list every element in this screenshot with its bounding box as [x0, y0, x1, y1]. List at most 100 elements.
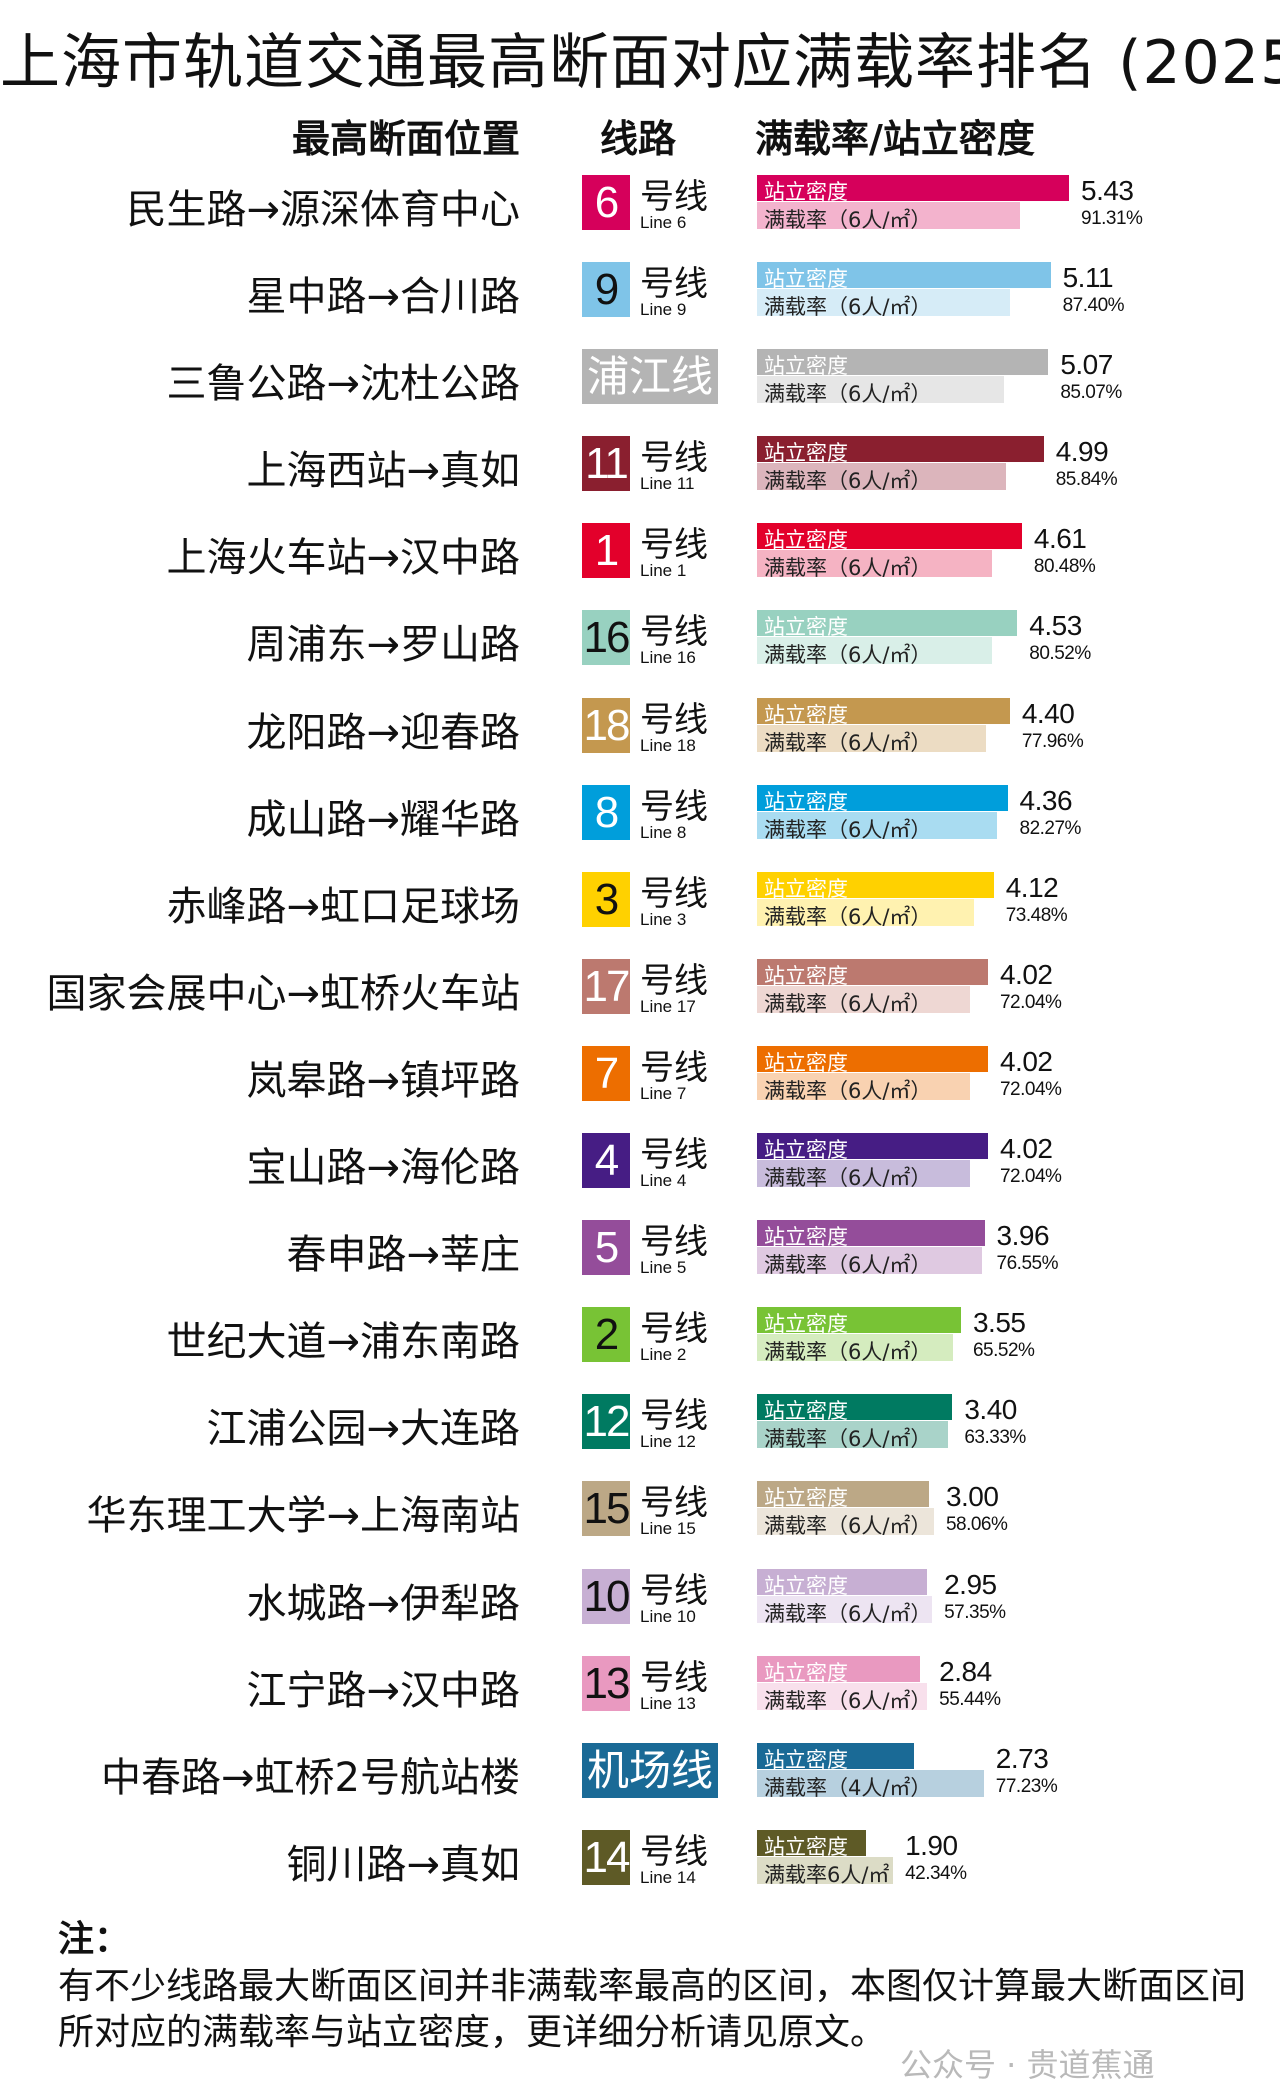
density-value: 3.40: [964, 1394, 1017, 1426]
chart-row: 上海西站→真如 11 号线 Line 11 站立密度 满载率（6人/㎡） 4.99 85.84…: [0, 426, 1280, 513]
chart-row: 成山路→耀华路 8 号线 Line 8 站立密度 满载率（6人/㎡） 4.36 82.27%: [0, 775, 1280, 862]
load-factor-bar: [757, 202, 1021, 229]
load-factor-bar-label: 满载率（6人/㎡）: [764, 1688, 932, 1713]
section-label: 星中路→合川路: [246, 274, 520, 321]
line-name-zh: 号线: [640, 1570, 708, 1611]
section-label: 江宁路→汉中路: [246, 1667, 520, 1714]
load-factor-bar: [757, 550, 993, 578]
load-factor-bar: [757, 1421, 948, 1449]
line-name-en: Line 10: [640, 1606, 696, 1626]
density-bar-label: 站立密度: [764, 963, 848, 988]
density-value: 4.02: [999, 1133, 1053, 1165]
density-value: 2.73: [995, 1742, 1049, 1774]
line-badge: 1: [582, 523, 630, 579]
line-name-en: Line 18: [640, 735, 696, 755]
density-bar: [757, 610, 1018, 637]
line-badge: 16: [582, 610, 630, 666]
density-bar: [757, 523, 1022, 550]
load-factor-bar: [757, 637, 993, 665]
density-value: 4.02: [999, 958, 1053, 990]
section-label: 民生路→源深体育中心: [126, 187, 520, 233]
load-factor-bar-label: 满载率（6人/㎡）: [764, 904, 932, 929]
density-value: 4.53: [1029, 610, 1082, 642]
density-bar-label: 站立密度: [764, 528, 848, 553]
load-factor-bar-label: 满载率6人/㎡: [764, 1862, 890, 1887]
line-badge: 10: [582, 1568, 630, 1624]
load-factor-value: 85.84%: [1055, 469, 1118, 491]
section-label: 世纪大道→浦东南路: [166, 1319, 520, 1366]
load-factor-value: 72.04%: [999, 991, 1062, 1013]
chart-row: 三鲁公路→沈杜公路 浦江线 站立密度 满载率（6人/㎡） 5.07 85.07%: [0, 339, 1280, 426]
load-factor-bar: [757, 1508, 934, 1536]
density-value: 4.12: [1005, 871, 1059, 903]
section-label: 龙阳路→迎春路: [246, 709, 520, 756]
load-factor-bar-label: 满载率（6人/㎡）: [764, 1427, 932, 1452]
line-badge: 3: [582, 871, 630, 927]
chart-row: 宝山路→海伦路 4 号线 Line 4 站立密度 满载率（6人/㎡） 4.02 72.04%: [0, 1123, 1280, 1210]
density-value: 5.43: [1081, 175, 1134, 206]
density-bar-label: 站立密度: [764, 876, 848, 901]
section-label: 岚皋路→镇坪路: [246, 1057, 520, 1104]
density-bar-label: 站立密度: [764, 1225, 848, 1250]
density-bar-label: 站立密度: [764, 1747, 848, 1772]
section-label: 铜川路→真如: [286, 1841, 520, 1888]
load-factor-value: 85.07%: [1060, 382, 1122, 404]
load-factor-bar-label: 满载率（6人/㎡）: [764, 1253, 932, 1278]
density-bar: [757, 349, 1049, 376]
load-factor-value: 42.34%: [905, 1862, 967, 1884]
line-badge: 11: [582, 436, 630, 492]
line-badge: 4: [582, 1133, 630, 1189]
density-value: 2.95: [944, 1568, 997, 1600]
density-bar: [757, 871, 994, 898]
chart-row: 岚皋路→镇坪路 7 号线 Line 7 站立密度 满载率（6人/㎡） 4.02 72.04%: [0, 1036, 1280, 1123]
line-badge: 18: [582, 697, 630, 753]
load-factor-bar: [757, 898, 975, 926]
column-header-section: 最高断面位置: [291, 117, 520, 161]
load-factor-bar: [757, 1682, 928, 1710]
load-factor-bar-label: 满载率（6人/㎡）: [764, 382, 932, 407]
line-name-zh: 号线: [640, 438, 708, 479]
line-name-en: Line 11: [640, 474, 695, 494]
chart-row: 赤峰路→虹口足球场 3 号线 Line 3 站立密度 满载率（6人/㎡） 4.12 73.48…: [0, 862, 1280, 949]
line-name-zh: 号线: [640, 612, 708, 653]
chart-row: 华东理工大学→上海南站 15 号线 Line 15 站立密度 满载率（6人/㎡） 3.00 5…: [0, 1471, 1280, 1558]
line-name-zh: 号线: [640, 699, 708, 740]
density-bar-label: 站立密度: [764, 1138, 848, 1163]
section-label: 春申路→莘庄: [286, 1232, 520, 1279]
line-badge: 2: [582, 1307, 630, 1363]
load-factor-bar-label: 满载率（6人/㎡）: [764, 817, 932, 842]
density-bar: [757, 1829, 867, 1856]
page-title: 上海市轨道交通最高断面对应满载率排名 (2025): [0, 28, 1280, 98]
load-factor-bar-label: 满载率（6人/㎡）: [764, 991, 932, 1016]
density-value: 5.07: [1060, 349, 1113, 381]
density-bar-label: 站立密度: [764, 267, 848, 292]
line-badge: 13: [582, 1655, 630, 1711]
load-factor-bar: [757, 811, 997, 839]
chart-row: 周浦东→罗山路 16 号线 Line 16 站立密度 满载率（6人/㎡） 4.53 80.52…: [0, 600, 1280, 687]
load-factor-value: 77.23%: [995, 1775, 1058, 1797]
load-factor-bar-label: 满载率（6人/㎡）: [764, 208, 932, 232]
load-factor-bar-label: 满载率（4人/㎡）: [764, 1775, 932, 1800]
line-badge: 8: [582, 784, 630, 840]
line-name-en: Line 5: [640, 1258, 687, 1278]
load-factor-bar-label: 满载率（6人/㎡）: [764, 469, 932, 494]
load-factor-bar-label: 满载率（6人/㎡）: [764, 1166, 932, 1191]
density-bar: [757, 958, 988, 985]
section-label: 周浦东→罗山路: [246, 622, 520, 669]
load-factor-bar: [757, 463, 1007, 491]
line-name-en: Line 8: [640, 822, 687, 842]
load-factor-bar: [757, 376, 1005, 404]
density-bar-label: 站立密度: [764, 1486, 848, 1511]
load-factor-value: 80.48%: [1033, 556, 1096, 578]
column-header-line: 线路: [600, 117, 677, 161]
chart-row: 铜川路→真如 14 号线 Line 14 站立密度 满载率6人/㎡ 1.90 42.34%: [0, 1820, 1280, 1907]
line-name-en: Line 6: [640, 213, 687, 232]
section-label: 赤峰路→虹口足球场: [166, 883, 520, 930]
section-label: 中春路→虹桥2号航站楼: [101, 1754, 520, 1801]
density-bar-label: 站立密度: [764, 1660, 848, 1685]
chart-row: 民生路→源深体育中心 6 号线 Line 6 站立密度 满载率（6人/㎡） 5.43 91.3…: [0, 165, 1280, 252]
section-label: 江浦公园→大连路: [206, 1406, 520, 1453]
load-factor-bar-label: 满载率（6人/㎡）: [764, 1340, 932, 1365]
density-value: 4.02: [999, 1045, 1053, 1077]
line-badge: 5: [582, 1220, 630, 1276]
